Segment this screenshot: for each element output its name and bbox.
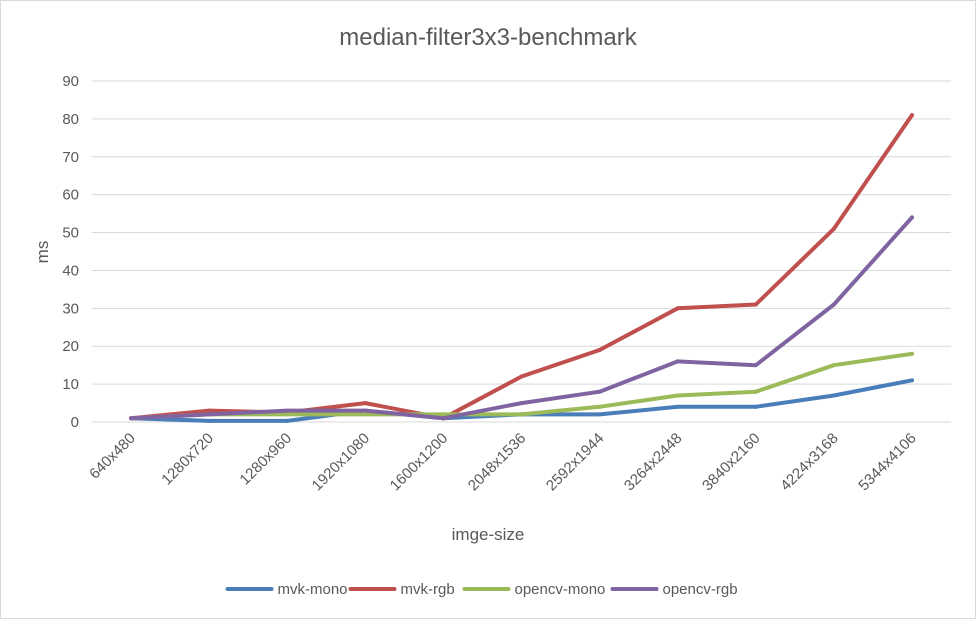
data-point	[597, 348, 602, 353]
x-tick-label: 4224x3168	[777, 430, 842, 495]
y-axis-title: ms	[33, 241, 52, 264]
y-tick-label: 60	[62, 187, 79, 204]
data-point	[207, 408, 212, 413]
data-point	[363, 401, 368, 406]
y-axis-ticks: 0 10 20 30 40 50 60 70 80 90	[62, 73, 79, 431]
legend-label: mvk-rgb	[401, 581, 455, 598]
data-point	[441, 416, 446, 421]
series-line-opencv-mono	[129, 351, 914, 421]
y-tick-label: 90	[62, 73, 79, 90]
data-point	[831, 226, 836, 231]
data-point	[909, 378, 914, 383]
data-point	[129, 416, 134, 421]
x-tick-label: 640x480	[86, 430, 139, 483]
data-point	[285, 418, 290, 423]
x-tick-label: 1920x1080	[309, 430, 374, 495]
y-tick-label: 0	[71, 414, 79, 431]
data-point	[207, 418, 212, 423]
legend-label: opencv-mono	[515, 581, 606, 598]
x-axis-ticks: 640x480 1280x720 1280x960 1920x1080 1600x120…	[86, 430, 920, 495]
data-point	[753, 404, 758, 409]
y-tick-label: 10	[62, 376, 79, 393]
data-point	[753, 363, 758, 368]
data-point	[363, 412, 368, 417]
data-point	[363, 408, 368, 413]
data-point	[285, 412, 290, 417]
data-point	[753, 389, 758, 394]
x-tick-label: 1280x720	[158, 430, 217, 489]
series-lines	[129, 113, 914, 423]
data-point	[675, 306, 680, 311]
x-tick-label: 3840x2160	[699, 430, 764, 495]
series-line-opencv-rgb	[129, 215, 914, 421]
legend-label: mvk-mono	[278, 581, 348, 598]
x-tick-label: 2592x1944	[543, 430, 608, 495]
gridlines	[92, 80, 951, 423]
data-point	[519, 412, 524, 417]
x-axis-title: imge-size	[452, 525, 525, 544]
data-point	[753, 302, 758, 307]
y-tick-label: 50	[62, 225, 79, 242]
y-tick-label: 40	[62, 262, 79, 279]
data-point	[831, 393, 836, 398]
data-point	[441, 412, 446, 417]
data-point	[597, 389, 602, 394]
x-tick-label: 2048x1536	[465, 430, 530, 495]
y-tick-label: 20	[62, 338, 79, 355]
data-point	[675, 404, 680, 409]
x-tick-label: 5344x4106	[855, 430, 920, 495]
data-point	[597, 412, 602, 417]
data-point	[831, 363, 836, 368]
series-line-mvk-rgb	[129, 113, 914, 421]
data-point	[597, 404, 602, 409]
data-point	[909, 113, 914, 118]
y-tick-label: 30	[62, 300, 79, 317]
data-point	[675, 359, 680, 364]
data-point	[909, 215, 914, 220]
data-point	[675, 393, 680, 398]
data-point	[285, 408, 290, 413]
legend-label: opencv-rgb	[663, 581, 738, 598]
x-tick-label: 1600x1200	[387, 430, 452, 495]
legend: mvk-mono mvk-rgb opencv-mono opencv-rgb	[225, 581, 738, 598]
y-tick-label: 70	[62, 149, 79, 166]
data-point	[519, 374, 524, 379]
x-tick-label: 3264x2448	[621, 430, 686, 495]
x-tick-label: 1280x960	[236, 430, 295, 489]
data-point	[909, 351, 914, 356]
y-tick-label: 80	[62, 111, 79, 128]
data-point	[831, 302, 836, 307]
data-point	[207, 412, 212, 417]
data-point	[519, 401, 524, 406]
chart-title: median-filter3x3-benchmark	[339, 24, 637, 51]
